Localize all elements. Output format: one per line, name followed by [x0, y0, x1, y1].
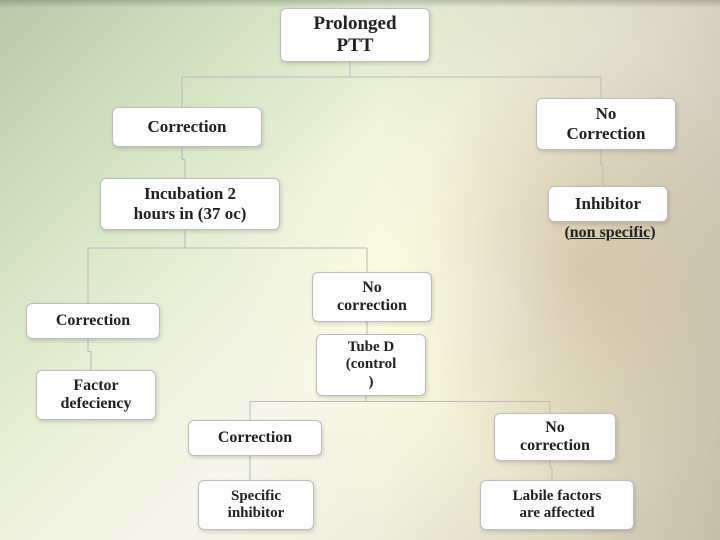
node-correction-bm: Correction: [188, 420, 322, 456]
node-correction-l: Correction: [112, 107, 262, 147]
node-correction-bl: Correction: [26, 303, 160, 339]
node-no-corr-br: No correction: [494, 413, 616, 461]
label-non-specific: (non specific): [540, 224, 680, 242]
node-incubation: Incubation 2 hours in (37 oc): [100, 178, 280, 230]
node-specific-inhib: Specific inhibitor: [198, 480, 314, 530]
slide-canvas: Prolonged PTT Correction No Correction I…: [0, 0, 720, 540]
node-labile: Labile factors are affected: [480, 480, 634, 530]
node-factor-def: Factor defeciency: [36, 370, 156, 420]
node-tube-d: Tube D (control ): [316, 334, 426, 396]
node-no-correction-r: No Correction: [536, 98, 676, 150]
node-no-corr-mid: No correction: [312, 272, 432, 322]
node-inhibitor: Inhibitor: [548, 186, 668, 222]
node-root: Prolonged PTT: [280, 8, 430, 62]
